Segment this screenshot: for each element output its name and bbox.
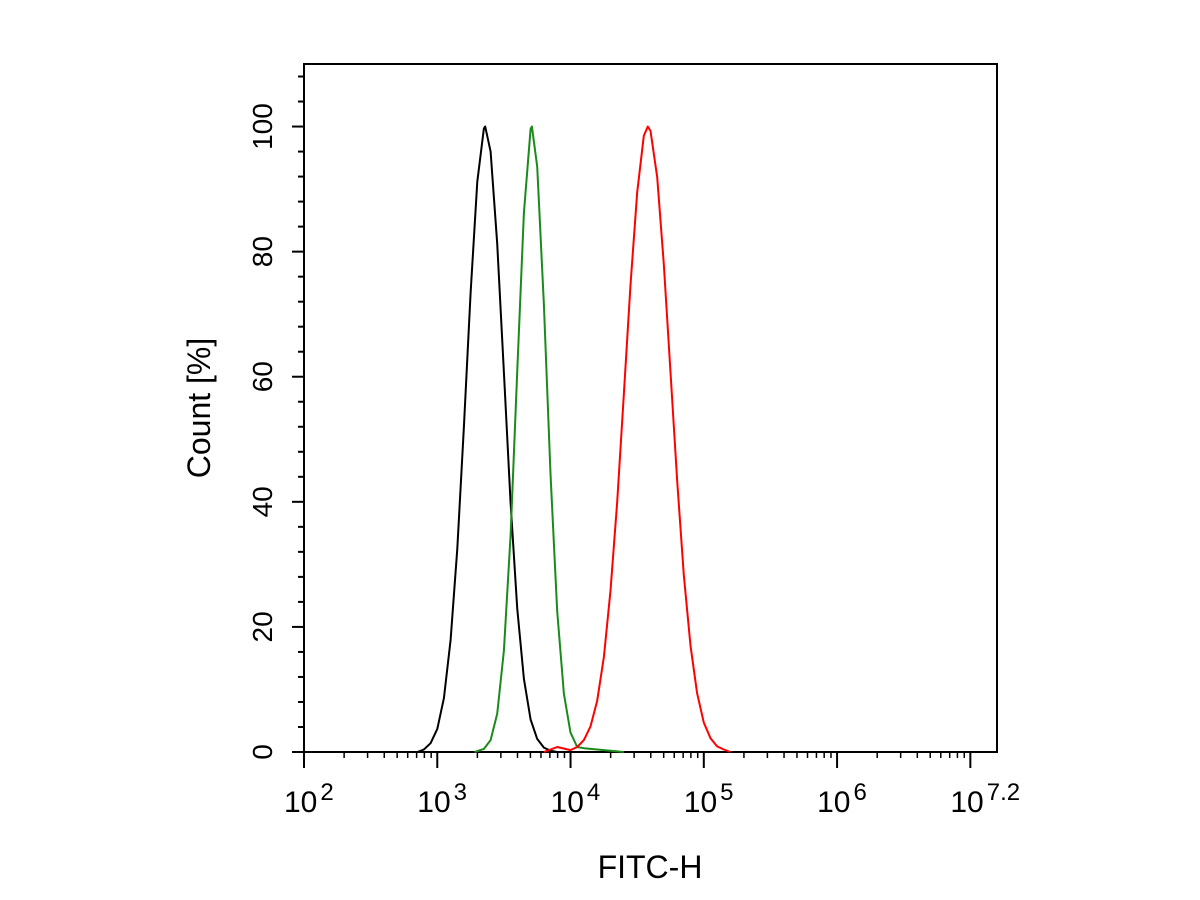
x-tick-label: 10 4 [551, 779, 601, 819]
y-axis: 0 20 40 60 80 100 [247, 75, 304, 760]
x-tick-label: 10 3 [417, 779, 467, 819]
series-black-line [416, 125, 558, 753]
x-tick-label: 10 5 [684, 779, 734, 819]
y-tick-label: 100 [247, 103, 278, 150]
y-axis-label: Count [%] [181, 338, 217, 479]
x-tick-label: 10 2 [284, 779, 334, 819]
x-tick-label: 10 7.2 [950, 779, 1020, 819]
series-group [416, 125, 731, 753]
plot-frame [303, 63, 998, 753]
y-tick-label: 20 [247, 611, 278, 642]
series-green-line [474, 125, 624, 753]
x-tick-label: 10 6 [817, 779, 867, 819]
x-axis: 10 2 10 3 10 4 10 5 10 6 10 7.2 [284, 752, 1020, 819]
y-tick-label: 80 [247, 236, 278, 267]
series-red-line [543, 125, 731, 753]
y-tick-label: 0 [247, 744, 278, 760]
x-axis-label: FITC-H [598, 849, 703, 885]
y-tick-label: 60 [247, 361, 278, 392]
y-tick-label: 40 [247, 486, 278, 517]
